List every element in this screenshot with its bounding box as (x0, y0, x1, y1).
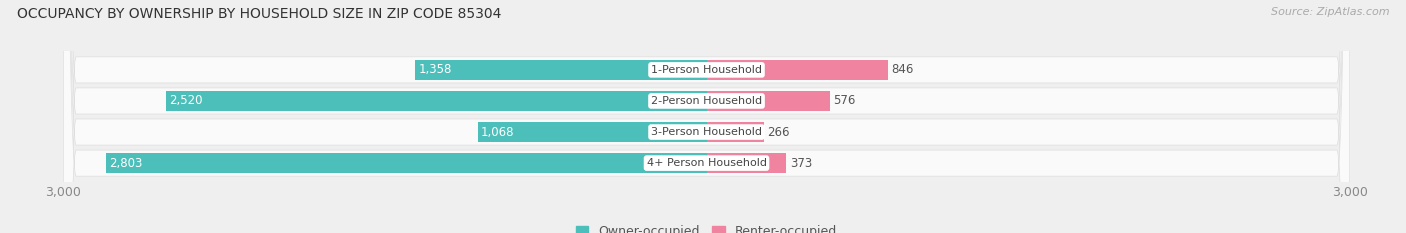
Bar (105, 154, 707, 173)
Bar (478, 122, 707, 142)
FancyBboxPatch shape (63, 0, 1350, 233)
Text: 1-Person Household: 1-Person Household (651, 65, 762, 75)
Text: Source: ZipAtlas.com: Source: ZipAtlas.com (1271, 7, 1389, 17)
Text: 266: 266 (766, 126, 789, 139)
Legend: Owner-occupied, Renter-occupied: Owner-occupied, Renter-occupied (571, 220, 842, 233)
Text: 3-Person Household: 3-Person Household (651, 127, 762, 137)
Bar (166, 91, 707, 111)
Text: OCCUPANCY BY OWNERSHIP BY HOUSEHOLD SIZE IN ZIP CODE 85304: OCCUPANCY BY OWNERSHIP BY HOUSEHOLD SIZE… (17, 7, 502, 21)
Text: 373: 373 (790, 157, 811, 170)
Text: 1,358: 1,358 (419, 63, 451, 76)
Bar (707, 91, 830, 111)
Text: 2,803: 2,803 (108, 157, 142, 170)
Text: 2-Person Household: 2-Person Household (651, 96, 762, 106)
FancyBboxPatch shape (63, 0, 1350, 233)
Text: 846: 846 (891, 63, 914, 76)
Text: 1,068: 1,068 (481, 126, 515, 139)
Bar (415, 60, 707, 79)
Bar (707, 122, 763, 142)
FancyBboxPatch shape (63, 0, 1350, 233)
Text: 2,520: 2,520 (169, 94, 202, 107)
Text: 4+ Person Household: 4+ Person Household (647, 158, 766, 168)
Bar (707, 60, 889, 79)
Bar (707, 154, 786, 173)
Text: 576: 576 (834, 94, 856, 107)
FancyBboxPatch shape (63, 0, 1350, 233)
